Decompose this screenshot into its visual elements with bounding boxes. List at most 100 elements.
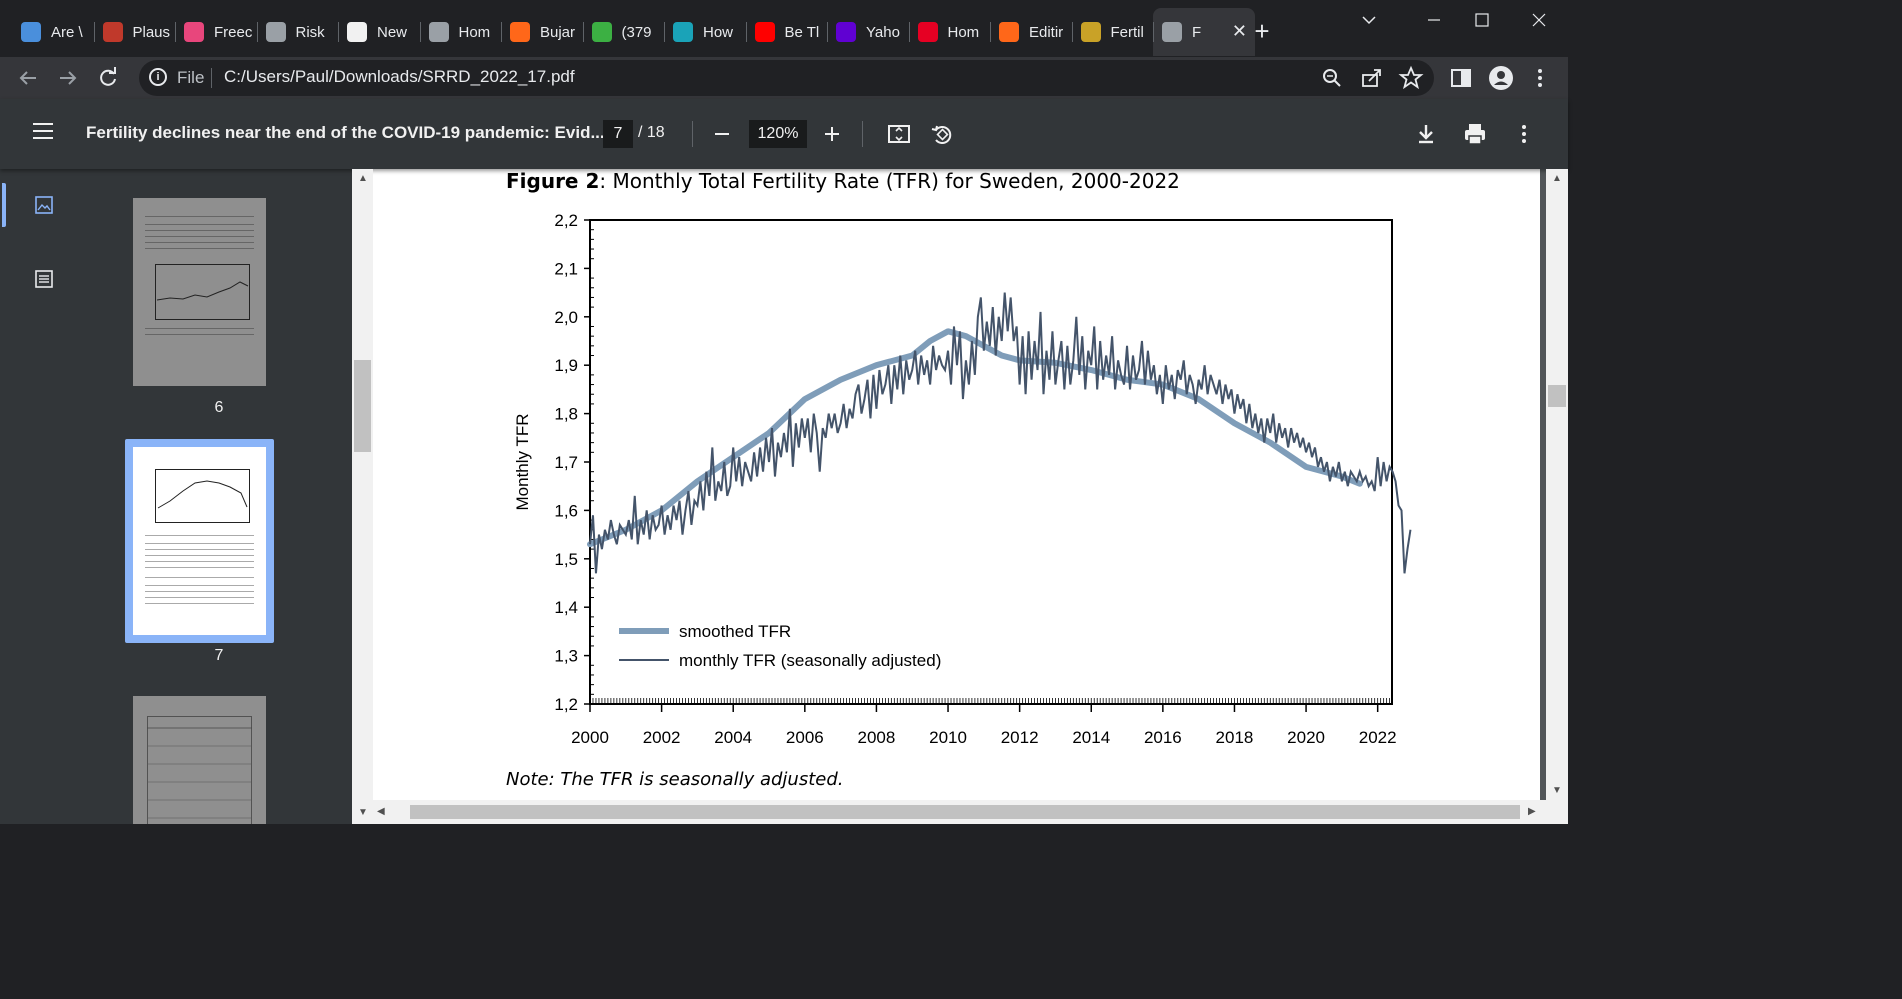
page-thumbnail-7[interactable] — [133, 447, 266, 635]
pdf-toolbar: Fertility declines near the end of the C… — [0, 99, 1568, 169]
side-panel-icon[interactable] — [1447, 64, 1475, 92]
zoom-level-input[interactable]: 120% — [749, 120, 807, 148]
share-icon[interactable] — [1358, 64, 1386, 92]
globe-icon — [428, 22, 449, 42]
sidebar-scrollbar[interactable]: ▲ ▼ — [352, 169, 373, 824]
y-tick-label: 1,5 — [554, 550, 578, 569]
close-tab-icon[interactable]: ✕ — [1231, 21, 1247, 41]
browser-toolbar: i File C:/Users/Paul/Downloads/SRRD_2022… — [0, 57, 1568, 99]
url-text[interactable]: C:/Users/Paul/Downloads/SRRD_2022_17.pdf — [224, 67, 575, 86]
pdf-page: Figure 2: Monthly Total Fertility Rate (… — [373, 169, 1540, 807]
sidebar-scroll-thumb[interactable] — [354, 360, 371, 452]
x-tick-label: 2014 — [1072, 728, 1110, 747]
fit-page-icon[interactable] — [884, 119, 914, 149]
figure-title: : Monthly Total Fertility Rate (TFR) for… — [599, 169, 1180, 193]
download-icon[interactable] — [1411, 119, 1441, 149]
globe-icon — [1162, 22, 1182, 42]
browser-tab[interactable]: Editir — [990, 8, 1072, 56]
tab-search-icon[interactable] — [1357, 8, 1381, 32]
reload-icon[interactable] — [94, 64, 122, 92]
outline-icon[interactable] — [34, 269, 54, 289]
tab-list: Are \ Plaus Freec Risk New Hom Bujar (379 How Be … — [12, 8, 1255, 56]
zoom-out-button[interactable] — [707, 119, 737, 149]
browser-tab[interactable]: Bujar — [501, 8, 583, 56]
globe-icon — [21, 22, 41, 42]
browser-tab[interactable]: Plaus — [93, 8, 176, 56]
globe-icon — [265, 22, 286, 42]
page-thumbnail-8[interactable] — [133, 696, 266, 824]
page-number-input[interactable]: 7 — [603, 120, 633, 148]
y-tick-label: 1,7 — [554, 453, 578, 472]
maximize-icon[interactable] — [1470, 8, 1494, 32]
pdf-viewer[interactable]: Figure 2: Monthly Total Fertility Rate (… — [352, 169, 1568, 824]
back-icon[interactable] — [14, 64, 42, 92]
scroll-left-arrow-icon[interactable]: ◀ — [377, 806, 385, 817]
x-tick-label: 2000 — [571, 728, 609, 747]
scroll-up-arrow-icon[interactable]: ▲ — [358, 173, 368, 184]
print-icon[interactable] — [1460, 119, 1490, 149]
new-tab-button[interactable]: + — [1254, 16, 1270, 46]
tab-title: Risk — [295, 23, 325, 41]
scroll-up-arrow-icon[interactable]: ▲ — [1552, 173, 1562, 184]
close-window-icon[interactable] — [1527, 8, 1551, 32]
forward-icon[interactable] — [54, 64, 82, 92]
y-tick-label: 1,2 — [554, 695, 578, 714]
browser-tab[interactable]: Risk — [256, 8, 339, 56]
page-thumbnail-6[interactable] — [133, 198, 266, 386]
active-view-indicator — [2, 183, 6, 227]
browser-tab[interactable]: Yaho — [827, 8, 909, 56]
address-bar[interactable]: i File C:/Users/Paul/Downloads/SRRD_2022… — [139, 60, 1434, 96]
pin-icon — [917, 22, 938, 42]
substack-icon — [510, 22, 530, 42]
x-tick-label: 2010 — [929, 728, 967, 747]
tab-title: Editir — [1029, 23, 1064, 41]
zoom-icon[interactable] — [1318, 64, 1346, 92]
browser-tab[interactable]: F ✕ — [1153, 8, 1255, 56]
browser-tab[interactable]: How — [664, 8, 746, 56]
browser-tab[interactable]: Hom — [908, 8, 991, 56]
scroll-down-arrow-icon[interactable]: ▼ — [358, 807, 368, 818]
browser-menu-icon[interactable] — [1526, 64, 1554, 92]
sunburst-icon — [1080, 22, 1101, 42]
viewer-horizontal-scrollbar[interactable]: ◀ ▶ — [373, 800, 1546, 824]
address-divider — [211, 68, 212, 88]
hamburger-menu-icon[interactable] — [33, 123, 53, 141]
site-info-icon[interactable]: i — [149, 68, 167, 86]
url-scheme: File — [177, 68, 205, 87]
rotate-icon[interactable] — [927, 119, 957, 149]
tab-strip: Are \ Plaus Freec Risk New Hom Bujar (379 How Be … — [0, 0, 1568, 57]
youtube-icon — [754, 22, 775, 42]
browser-tab[interactable]: (379 — [582, 8, 665, 56]
browser-tab[interactable]: Freec — [175, 8, 257, 56]
profile-avatar-icon[interactable] — [1487, 64, 1515, 92]
browser-tab[interactable]: Hom — [419, 8, 502, 56]
scroll-down-arrow-icon[interactable]: ▼ — [1552, 785, 1562, 796]
browser-tab[interactable]: Are \ — [12, 8, 94, 56]
thumbnail-list: 6 7 — [86, 169, 352, 824]
scroll-right-arrow-icon[interactable]: ▶ — [1528, 806, 1536, 817]
viewer-scroll-thumb[interactable] — [1548, 385, 1566, 407]
page-number-label: 6 — [214, 399, 224, 416]
yahoo-icon — [836, 22, 856, 42]
sidebar-rail — [0, 169, 86, 824]
tab-title: Hom — [947, 23, 980, 41]
figure-note: Note: The TFR is seasonally adjusted. — [506, 769, 844, 790]
toolbar-divider — [692, 121, 693, 147]
pdf-more-options-icon[interactable] — [1509, 119, 1539, 149]
browser-tab[interactable]: Fertil — [1071, 8, 1154, 56]
x-tick-label: 2022 — [1359, 728, 1397, 747]
tab-title: Be Tl — [784, 23, 820, 41]
viewer-hscroll-thumb[interactable] — [410, 805, 1520, 819]
monthly-tfr-line — [589, 292, 1412, 574]
minimize-icon[interactable] — [1422, 8, 1446, 32]
pinwheel-icon — [184, 22, 204, 42]
viewer-vertical-scrollbar[interactable]: ▲ ▼ — [1546, 169, 1568, 824]
zoom-in-button[interactable] — [817, 119, 847, 149]
browser-tab[interactable]: Be Tl — [745, 8, 828, 56]
thumbnails-icon[interactable] — [34, 195, 54, 215]
browser-tab[interactable]: New — [338, 8, 420, 56]
y-tick-label: 1,8 — [554, 405, 578, 424]
tab-title: Freec — [214, 23, 252, 41]
bookmark-star-icon[interactable] — [1397, 64, 1425, 92]
x-tick-label: 2012 — [1001, 728, 1039, 747]
